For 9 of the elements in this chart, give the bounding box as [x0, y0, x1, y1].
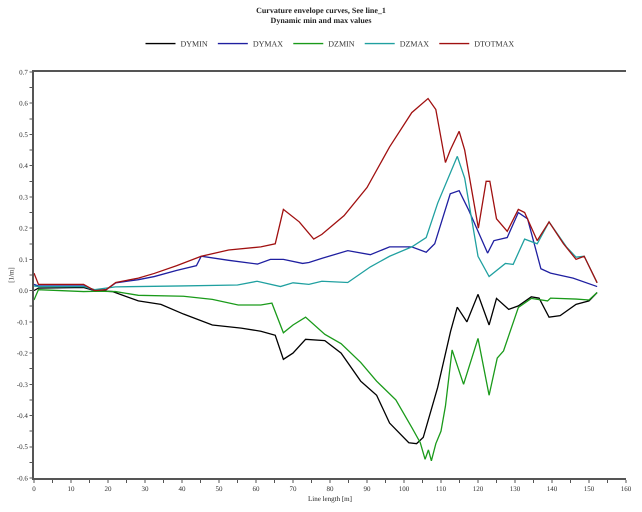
legend-label: DZMAX — [400, 40, 430, 49]
chart-subtitle: Dynamic min and max values — [270, 16, 372, 26]
legend-label: DYMAX — [252, 40, 284, 49]
line-series — [34, 98, 598, 292]
legend-label: DZMIN — [328, 40, 355, 49]
legend-label: DYMIN — [180, 40, 208, 49]
chart-title: Curvature envelope curves, See line_1 — [256, 6, 386, 15]
legend-label: DTOTMAX — [474, 40, 514, 49]
line-series — [34, 190, 598, 292]
